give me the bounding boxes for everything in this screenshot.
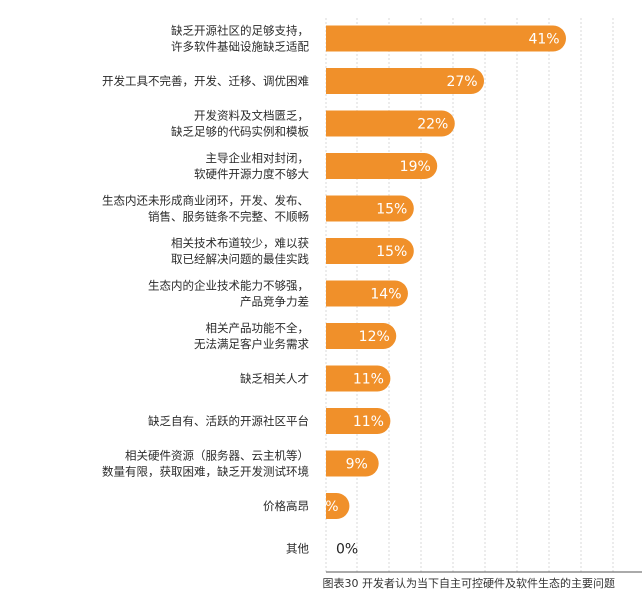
bar bbox=[326, 323, 397, 349]
category-label: 生态内的企业技术能力不够强， bbox=[148, 279, 309, 293]
bar-value-label: 41% bbox=[528, 32, 559, 48]
category-label: 相关产品功能不全， bbox=[206, 321, 310, 335]
category-label: 主导企业相对封闭， bbox=[206, 151, 310, 165]
category-label: 相关硬件资源（服务器、云主机等） bbox=[125, 449, 309, 463]
category-label: 相关技术布道较少，难以获 bbox=[171, 236, 309, 250]
bar-value-label: 22% bbox=[417, 117, 448, 133]
category-labels: 缺乏开源社区的足够支持， 许多软件基础设施缺乏适配开发工具不完善，开发、迁移、调优… bbox=[102, 24, 309, 556]
bar bbox=[326, 238, 414, 264]
category-label: 开发资料及文档匮乏， bbox=[194, 109, 309, 123]
category-label: 取已经解决问题的最佳实践 bbox=[171, 252, 309, 266]
bar bbox=[326, 365, 391, 392]
bar bbox=[326, 408, 391, 434]
category-label: 销售、服务链条不完整、不顺畅 bbox=[148, 210, 309, 224]
chart-caption: 图表30 开发者认为当下自主可控硬件及软件生态的主要问题 bbox=[323, 576, 616, 590]
bar-value-label: 12% bbox=[359, 329, 390, 345]
category-label: 产品竞争力差 bbox=[240, 295, 309, 309]
category-label: 缺乏足够的代码实例和模板 bbox=[171, 125, 309, 139]
bar-value-label: 15% bbox=[376, 202, 407, 218]
category-label: 价格高昂 bbox=[263, 499, 309, 513]
bar bbox=[326, 153, 438, 179]
bar bbox=[326, 195, 414, 222]
bar bbox=[326, 25, 566, 52]
category-label: 软硬件开源力度不够大 bbox=[194, 167, 309, 181]
bar-value-label: 9% bbox=[346, 457, 368, 473]
bar bbox=[326, 450, 379, 477]
bar bbox=[326, 280, 408, 307]
bar bbox=[326, 68, 485, 94]
bar-value-label: 27% bbox=[446, 74, 477, 90]
grid-lines bbox=[325, 18, 614, 572]
category-label: 缺乏开源社区的足够支持， bbox=[171, 24, 309, 38]
bar-value-label: 14% bbox=[370, 287, 401, 303]
bar-value-label: 0% bbox=[336, 542, 358, 558]
category-label: 其他 bbox=[286, 542, 309, 556]
bar-value-label: 15% bbox=[376, 244, 407, 260]
bar-value-label: 11% bbox=[353, 372, 384, 388]
category-label: 开发工具不完善，开发、迁移、调优困难 bbox=[102, 74, 309, 88]
category-label: 生态内还未形成商业闭环，开发、发布、 bbox=[102, 194, 309, 208]
category-label: 缺乏相关人才 bbox=[240, 372, 309, 386]
bar bbox=[326, 493, 350, 519]
category-label: 许多软件基础设施缺乏适配 bbox=[171, 40, 309, 54]
bar-value-label: 4% bbox=[316, 499, 338, 515]
bar bbox=[326, 110, 455, 137]
bar-value-label: 19% bbox=[400, 159, 431, 175]
bar-value-label: 11% bbox=[353, 414, 384, 430]
category-label: 无法满足客户业务需求 bbox=[194, 337, 309, 351]
category-label: 数量有限，获取困难，缺乏开发测试环境 bbox=[102, 465, 309, 479]
category-label: 缺乏自有、活跃的开源社区平台 bbox=[148, 414, 309, 428]
bars: 41% 27% 22% 19% 15% 15% 14% 12% 11% 11% 9% 4% 0% bbox=[316, 25, 566, 558]
